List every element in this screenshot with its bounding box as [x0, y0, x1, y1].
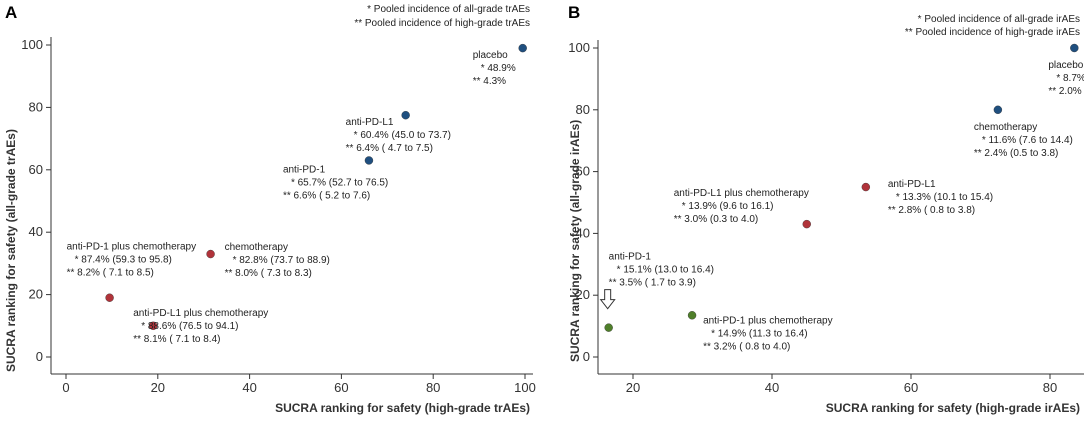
panel-b-label-anti-pd-1-plus-chemotherapy: * 14.9% (11.3 to 16.4) [711, 328, 808, 339]
panel-b-label-anti-pd-1: anti-PD-1 [609, 252, 652, 263]
panel-b-y-tick-label: 100 [568, 40, 590, 55]
panel-a-y-tick-label: 100 [21, 37, 43, 52]
panel-a-y-tick-label: 60 [29, 162, 43, 177]
panel-a-label-anti-pd-1-plus-chemotherapy: * 87.4% (59.3 to 95.8) [75, 255, 172, 266]
panel-b-y-tick-label: 40 [576, 225, 590, 240]
panel-a-x-tick-label: 80 [426, 380, 440, 395]
panel-b-point-anti-pd-l1 [861, 182, 871, 192]
panel-a-point-anti-pd-1 [364, 156, 374, 165]
panel-b-label-anti-pd-l1: anti-PD-L1 [888, 179, 936, 190]
panel-a-point-anti-pd-l1 [401, 110, 410, 120]
panel-a-point-anti-pd-1-plus-chemotherapy [105, 293, 114, 302]
panel-b-x-tick-label: 80 [1043, 380, 1057, 395]
panel-b-label-anti-pd-1: * 15.1% (13.0 to 16.4) [617, 265, 714, 276]
panel-a-label-placebo: placebo [473, 50, 508, 61]
panel-b-label-anti-pd-l1: * 13.3% (10.1 to 15.4) [896, 192, 993, 203]
panel-b-y-tick-label: 20 [576, 287, 590, 302]
panel-b-note-all-grade: * Pooled incidence of all-grade irAEs [918, 14, 1080, 25]
panel-b-y-tick-label: 80 [576, 102, 590, 117]
panel-b-x-axis-title: SUCRA ranking for safety (high-grade irA… [826, 401, 1080, 415]
panel-a-label-anti-pd-l1-plus-chemotherapy: ** 8.1% ( 7.1 to 8.4) [133, 334, 220, 345]
panel-a-label-anti-pd-l1-plus-chemotherapy: anti-PD-L1 plus chemotherapy [133, 308, 268, 319]
panel-b-label-anti-pd-l1-plus-chemotherapy: * 13.9% (9.6 to 16.1) [682, 201, 774, 212]
panel-a-label-placebo: * 48.9% [481, 63, 516, 74]
panel-letter-a: A [5, 3, 17, 22]
panel-b-y-axis-title: SUCRA ranking for safety (all-grade irAE… [568, 120, 582, 362]
panel-b-x-tick-label: 60 [904, 380, 918, 395]
panel-a-label-chemotherapy: ** 8.0% ( 7.3 to 8.3) [225, 268, 312, 279]
panel-a-x-tick-label: 60 [334, 380, 348, 395]
panel-b-label-anti-pd-1-plus-chemotherapy: anti-PD-1 plus chemotherapy [703, 315, 833, 326]
panel-b-x-tick-label: 20 [626, 380, 640, 395]
panel-a-label-anti-pd-1: ** 6.6% ( 5.2 to 7.6) [283, 190, 370, 201]
panel-b-label-placebo: placebo [1048, 60, 1083, 71]
panel-a-note-all-grade: * Pooled incidence of all-grade trAEs [367, 4, 530, 15]
panel-b-y-tick-label: 60 [576, 164, 590, 179]
panel-a-label-anti-pd-1-plus-chemotherapy: anti-PD-1 plus chemotherapy [67, 242, 197, 253]
panel-b-label-anti-pd-l1: ** 2.8% ( 0.8 to 3.8) [888, 205, 975, 216]
panel-a-label-placebo: ** 4.3% [473, 76, 506, 87]
panel-a-point-anti-pd-l1-plus-chemotherapy [149, 321, 158, 330]
panel-b-label-anti-pd-1-plus-chemotherapy: ** 3.2% ( 0.8 to 4.0) [703, 341, 790, 352]
panel-b-label-anti-pd-l1-plus-chemotherapy: ** 3.0% (0.3 to 4.0) [674, 214, 759, 225]
panel-b-point-anti-pd-1-plus-chemotherapy [687, 311, 697, 320]
panel-b-y-tick-label: 0 [583, 349, 590, 364]
panel-b-point-chemotherapy [993, 105, 1003, 115]
panel-a-x-axis-title: SUCRA ranking for safety (high-grade trA… [275, 401, 530, 415]
panel-a-label-anti-pd-1: anti-PD-1 [283, 164, 326, 175]
panel-a-label-anti-pd-l1: * 60.4% (45.0 to 73.7) [354, 130, 451, 141]
panel-a-x-tick-label: 40 [242, 380, 256, 395]
panel-a-y-axis-title: SUCRA ranking for safety (all-grade trAE… [4, 129, 18, 372]
panel-a-label-anti-pd-1-plus-chemotherapy: ** 8.2% ( 7.1 to 8.5) [67, 268, 154, 279]
panel-b-point-anti-pd-1 [604, 323, 613, 332]
chart-marks: 0 20 40 60 80 100 0 20 40 60 80 100 placebo * 48.9% **… [21, 37, 1084, 395]
panel-a-label-anti-pd-l1: ** 6.4% ( 4.7 to 7.5) [346, 143, 433, 154]
panel-a-label-chemotherapy: * 82.8% (73.7 to 88.9) [233, 255, 330, 266]
panel-a-x-tick-label: 0 [62, 380, 69, 395]
panel-b-label-anti-pd-l1-plus-chemotherapy: anti-PD-L1 plus chemotherapy [674, 188, 809, 199]
panel-a-label-anti-pd-l1-plus-chemotherapy: * 88.6% (76.5 to 94.1) [141, 321, 238, 332]
panel-b-label-placebo: * 8.7% [1056, 73, 1084, 84]
panel-letter-b: B [568, 3, 580, 22]
panel-a-y-tick-label: 0 [36, 349, 43, 364]
panel-b-point-anti-pd-l1-plus-chemotherapy [802, 219, 811, 229]
panel-a-note-high-grade: ** Pooled incidence of high-grade trAEs [354, 18, 530, 29]
panel-a-label-anti-pd-1: * 65.7% (52.7 to 76.5) [291, 177, 388, 188]
panel-a-label-chemotherapy: chemotherapy [225, 242, 288, 253]
panel-b-point-placebo [1070, 43, 1079, 53]
panel-b-label-placebo: ** 2.0% [1048, 86, 1081, 97]
down-arrow-icon [599, 289, 616, 310]
panel-b-label-chemotherapy: chemotherapy [974, 122, 1037, 133]
panel-a-point-placebo [518, 43, 527, 53]
panel-a-y-tick-label: 80 [29, 99, 43, 114]
panel-b-label-chemotherapy: ** 2.4% (0.5 to 3.8) [974, 148, 1059, 159]
panel-a-y-tick-label: 40 [29, 224, 43, 239]
panel-b-note-high-grade: ** Pooled incidence of high-grade irAEs [905, 27, 1080, 38]
panel-b-x-tick-label: 40 [765, 380, 779, 395]
panel-a-x-tick-label: 20 [151, 380, 165, 395]
panel-b-label-anti-pd-1: ** 3.5% ( 1.7 to 3.9) [609, 278, 696, 289]
panel-a-y-tick-label: 20 [29, 287, 43, 302]
panel-a-point-chemotherapy [206, 249, 215, 259]
panel-b-label-chemotherapy: * 11.6% (7.6 to 14.4) [982, 135, 1073, 146]
panel-a-x-tick-label: 100 [514, 380, 536, 395]
panel-a-label-anti-pd-l1: anti-PD-L1 [346, 117, 394, 128]
